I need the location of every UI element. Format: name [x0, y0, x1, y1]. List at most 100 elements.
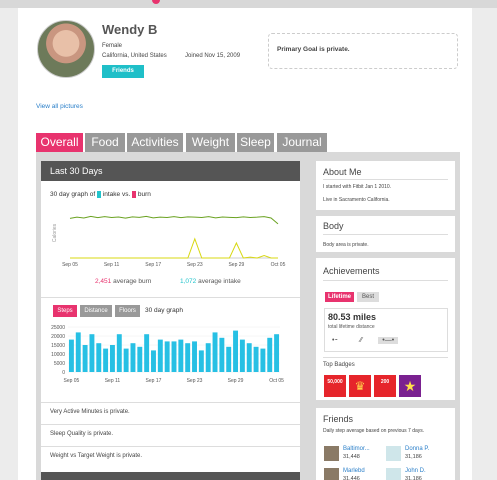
divider [41, 424, 300, 425]
bar [75, 332, 81, 372]
calories-caption: 30 day graph of intake vs. burn [50, 191, 151, 198]
bar [198, 350, 204, 372]
divider [41, 297, 300, 298]
x-tick-label: Sep 05 [62, 262, 78, 268]
bar [212, 332, 218, 372]
bar [116, 334, 122, 372]
badge[interactable]: 200 [374, 375, 396, 397]
tab[interactable]: Sleep [237, 133, 274, 152]
tab[interactable]: Activities [127, 133, 183, 152]
about-line: I started with Fitbit Jan 1 2010. [323, 184, 392, 190]
summary-title: Last 30 Days [50, 166, 103, 176]
friend-name[interactable]: Marlebd [343, 468, 365, 474]
tab[interactable]: Overall [36, 133, 83, 152]
avg-burn: 2,451 average burn [95, 278, 151, 285]
friend-name[interactable]: Donna P. [405, 446, 430, 452]
floors-button[interactable]: Floors [115, 305, 140, 317]
friend-name[interactable]: Baltimor... [343, 446, 370, 452]
x-tick-label: Sep 11 [104, 262, 120, 268]
friend-steps: 31,186 [405, 476, 422, 480]
caption-text: 30 day graph of [50, 191, 96, 199]
caption-text: burn [137, 191, 151, 199]
joined: Joined Nov 15, 2009 [185, 53, 241, 59]
bar [178, 339, 184, 372]
avg-intake-value: 1,072 [180, 278, 197, 285]
steps-chart: 0 5000 10000 15000 20000 25000 Sep 05 Sep 11 Sep… [51, 325, 284, 384]
gender: Female [102, 43, 123, 49]
location: California, United States [102, 53, 167, 59]
bar [192, 341, 197, 372]
x-tick-label: Sep 29 [228, 378, 244, 384]
y-tick-label: 0 [62, 370, 65, 376]
x-tick-label: Sep 29 [228, 262, 244, 268]
goal-box [268, 33, 458, 69]
tab[interactable]: Food [85, 133, 125, 152]
x-tick-label: Sep 11 [105, 378, 121, 384]
friend-name[interactable]: John D. [405, 468, 426, 474]
private-row: Sleep Quality is private. [50, 431, 114, 437]
avatar [37, 20, 95, 78]
data-line [70, 237, 278, 259]
x-tick-label: Sep 17 [146, 378, 162, 384]
bar [239, 339, 245, 372]
x-tick-label: Oct 05 [271, 262, 286, 268]
friend-avatar [324, 468, 339, 480]
bar [253, 346, 259, 372]
y-tick-label: 5000 [54, 361, 65, 367]
x-tick-label: Sep 17 [145, 262, 161, 268]
lifetime-button[interactable]: Lifetime [325, 292, 354, 302]
bar [68, 339, 74, 372]
friends-title: Friends [323, 414, 354, 424]
tab[interactable]: Journal [277, 133, 327, 152]
top-dot [152, 0, 160, 4]
bar [246, 343, 252, 372]
friend-avatar [324, 446, 339, 461]
bar [260, 348, 266, 372]
bar [123, 348, 129, 372]
steps-button[interactable]: Steps [53, 305, 77, 317]
friend-avatar [386, 446, 401, 461]
profile-name: Wendy B [102, 22, 158, 37]
best-button[interactable]: Best [357, 292, 379, 302]
bar [185, 343, 191, 372]
distance-button[interactable]: Distance [80, 305, 112, 317]
distance-label: total lifetime distance [328, 324, 375, 330]
badge[interactable]: 50,000 [324, 375, 346, 397]
avg-burn-value: 2,451 [95, 278, 112, 285]
bar [103, 348, 109, 372]
avg-intake: 1,072 average intake [180, 278, 241, 285]
bar [171, 341, 177, 372]
private-row: Very Active Minutes is private. [50, 409, 130, 415]
avg-burn-label: average burn [113, 278, 152, 285]
view-pictures-link[interactable]: View all pictures [36, 103, 83, 110]
bar [137, 346, 143, 372]
x-tick-label: Sep 23 [187, 378, 203, 384]
data-line [69, 215, 279, 225]
body-title: Body [323, 221, 344, 231]
y-tick-label: 20000 [51, 334, 65, 340]
bar [267, 337, 273, 372]
bar [82, 345, 88, 372]
badge[interactable]: ♛ [349, 375, 371, 397]
achievements-title: Achievements [323, 266, 380, 276]
friends-button[interactable]: Friends [102, 65, 144, 78]
x-tick-label: Sep 23 [187, 262, 203, 268]
tab[interactable]: Weight [186, 133, 235, 152]
divider [323, 357, 448, 358]
friend-avatar [386, 468, 401, 480]
bar [130, 343, 136, 372]
bar [157, 339, 163, 372]
bar [219, 337, 225, 372]
bar [151, 350, 156, 372]
divider [41, 402, 300, 403]
distance-box [324, 308, 448, 352]
bar [89, 334, 95, 372]
x-tick-label: Oct 05 [269, 378, 284, 384]
private-row: Weight vs Target Weight is private. [50, 453, 143, 459]
badges-title: Top Badges [323, 362, 355, 368]
badge[interactable]: ★ [399, 375, 421, 397]
friend-steps: 31,446 [343, 476, 360, 480]
top-bar [0, 0, 497, 8]
bar [205, 343, 211, 372]
